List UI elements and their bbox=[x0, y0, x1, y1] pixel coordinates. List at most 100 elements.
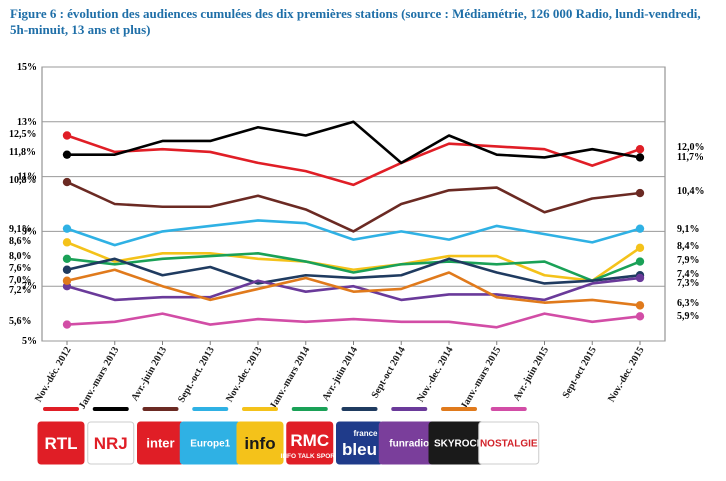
logo-rtl: RTL bbox=[37, 421, 85, 465]
start-value-label: 10,8% bbox=[9, 175, 37, 186]
logo-text: info bbox=[244, 434, 275, 453]
x-category-label: Nov.-déc. 2012 bbox=[33, 345, 74, 404]
start-point bbox=[62, 254, 72, 263]
end-point bbox=[635, 145, 645, 154]
end-point bbox=[635, 243, 645, 253]
logo-box bbox=[37, 421, 85, 465]
start-value-label: 9,1% bbox=[9, 224, 32, 235]
x-category-label: Sept-oct 2014 bbox=[370, 345, 408, 400]
series-line bbox=[66, 276, 641, 302]
logo-rmc: RMC INFO TALK SPORT bbox=[281, 421, 339, 465]
series-nrj bbox=[62, 120, 645, 165]
start-point bbox=[62, 320, 72, 329]
x-category-label: Nov.-dec. 2013 bbox=[224, 345, 265, 404]
end-point bbox=[635, 224, 645, 233]
start-value-label: 12,5% bbox=[9, 129, 37, 140]
logo-info: info bbox=[236, 421, 284, 465]
start-value-label: 5,6% bbox=[9, 316, 32, 327]
series-line bbox=[66, 219, 641, 247]
start-point bbox=[62, 238, 72, 247]
series-nostalgie bbox=[62, 312, 645, 329]
x-category-label: Janv.-mars 2015 bbox=[459, 345, 504, 411]
series-france-info bbox=[62, 238, 645, 283]
series-france-bleu bbox=[62, 257, 645, 285]
series-line bbox=[66, 241, 641, 283]
start-point bbox=[62, 177, 72, 187]
logo-box bbox=[286, 421, 334, 465]
logo-inter: inter bbox=[137, 421, 184, 465]
end-value-label: 8,4% bbox=[677, 241, 700, 252]
end-value-label: 7,3% bbox=[677, 278, 700, 289]
x-category-label: Avr.-juin 2013 bbox=[129, 345, 169, 403]
logo-europe1: Europe1 bbox=[179, 421, 241, 465]
logo-nostalgie: NOSTALGIE bbox=[478, 421, 540, 465]
series-line bbox=[66, 180, 641, 233]
logo-text: SKYROCK bbox=[434, 439, 485, 450]
logo-text: RTL bbox=[44, 434, 77, 453]
start-point bbox=[62, 265, 72, 274]
start-value-label: 8,6% bbox=[9, 236, 32, 247]
start-value-label: 7,2% bbox=[9, 285, 32, 296]
logo-box bbox=[478, 421, 540, 465]
start-point bbox=[62, 131, 72, 140]
x-category-label: Janv.-mars 2013 bbox=[77, 345, 122, 411]
y-tick-label: 7% bbox=[22, 281, 37, 292]
series-line bbox=[66, 252, 641, 283]
end-point bbox=[635, 188, 645, 198]
logo-text: funradio bbox=[389, 439, 429, 450]
end-value-label: 7,4% bbox=[677, 269, 700, 280]
chart-title: Figure 6 : évolution des audiences cumul… bbox=[10, 6, 701, 37]
end-value-label: 12,0% bbox=[677, 142, 705, 153]
x-category-label: Janv.-mars 2014 bbox=[268, 345, 313, 411]
x-category-label: Sept-oct 2015 bbox=[561, 345, 599, 400]
series-line bbox=[66, 257, 641, 285]
logo-text: bleu bbox=[342, 440, 377, 459]
start-point bbox=[62, 224, 72, 233]
series-europe-1 bbox=[62, 219, 645, 247]
series-line bbox=[66, 134, 641, 187]
series-rmc bbox=[62, 252, 645, 283]
start-value-label: 8,0% bbox=[9, 251, 32, 262]
end-point bbox=[635, 257, 645, 266]
end-point bbox=[635, 153, 645, 162]
logo-text: RMC bbox=[290, 431, 329, 450]
y-tick-label: 11% bbox=[18, 172, 37, 183]
series-rtl bbox=[62, 131, 645, 187]
x-category-label: Nov.-dec. 2014 bbox=[415, 345, 456, 404]
series-line bbox=[66, 268, 641, 307]
end-value-label: 9,1% bbox=[677, 224, 700, 235]
logo-box bbox=[87, 421, 135, 465]
logo-bleu: france bleu bbox=[336, 421, 383, 465]
start-value-label: 11,8% bbox=[9, 147, 36, 158]
start-value-label: 7,0% bbox=[9, 275, 32, 286]
logo-text: NRJ bbox=[94, 434, 128, 453]
logo-box bbox=[236, 421, 284, 465]
logo-nrj: NRJ bbox=[87, 421, 135, 465]
start-point bbox=[62, 276, 72, 285]
series-line bbox=[66, 312, 641, 329]
end-value-label: 10,4% bbox=[677, 186, 705, 197]
logo-subtext: INFO TALK SPORT bbox=[281, 453, 339, 460]
end-value-label: 5,9% bbox=[677, 311, 700, 322]
end-value-label: 6,3% bbox=[677, 298, 700, 309]
y-tick-label: 9% bbox=[22, 226, 37, 237]
y-tick-label: 15% bbox=[17, 62, 37, 73]
end-value-label: 11,7% bbox=[677, 152, 704, 163]
x-category-label: Nov.-dec. 2015 bbox=[606, 345, 647, 404]
logo-text: Europe1 bbox=[190, 439, 230, 450]
end-point bbox=[635, 312, 645, 321]
series-france-inter bbox=[62, 177, 645, 233]
end-value-label: 7,9% bbox=[677, 255, 700, 266]
x-category-label: Sept.-oct. 2013 bbox=[176, 345, 217, 405]
x-category-label: Avr.-juin 2015 bbox=[511, 345, 551, 403]
logo-text: NOSTALGIE bbox=[480, 439, 538, 450]
logo-subtext: france bbox=[353, 429, 378, 438]
start-point bbox=[62, 150, 72, 159]
series-skyrock bbox=[62, 268, 645, 310]
y-tick-label: 5% bbox=[22, 336, 37, 347]
end-point bbox=[635, 273, 645, 283]
x-category-label: Avr.-juin 2014 bbox=[320, 345, 360, 403]
start-value-label: 7,6% bbox=[9, 263, 32, 274]
y-tick-label: 13% bbox=[17, 117, 37, 128]
